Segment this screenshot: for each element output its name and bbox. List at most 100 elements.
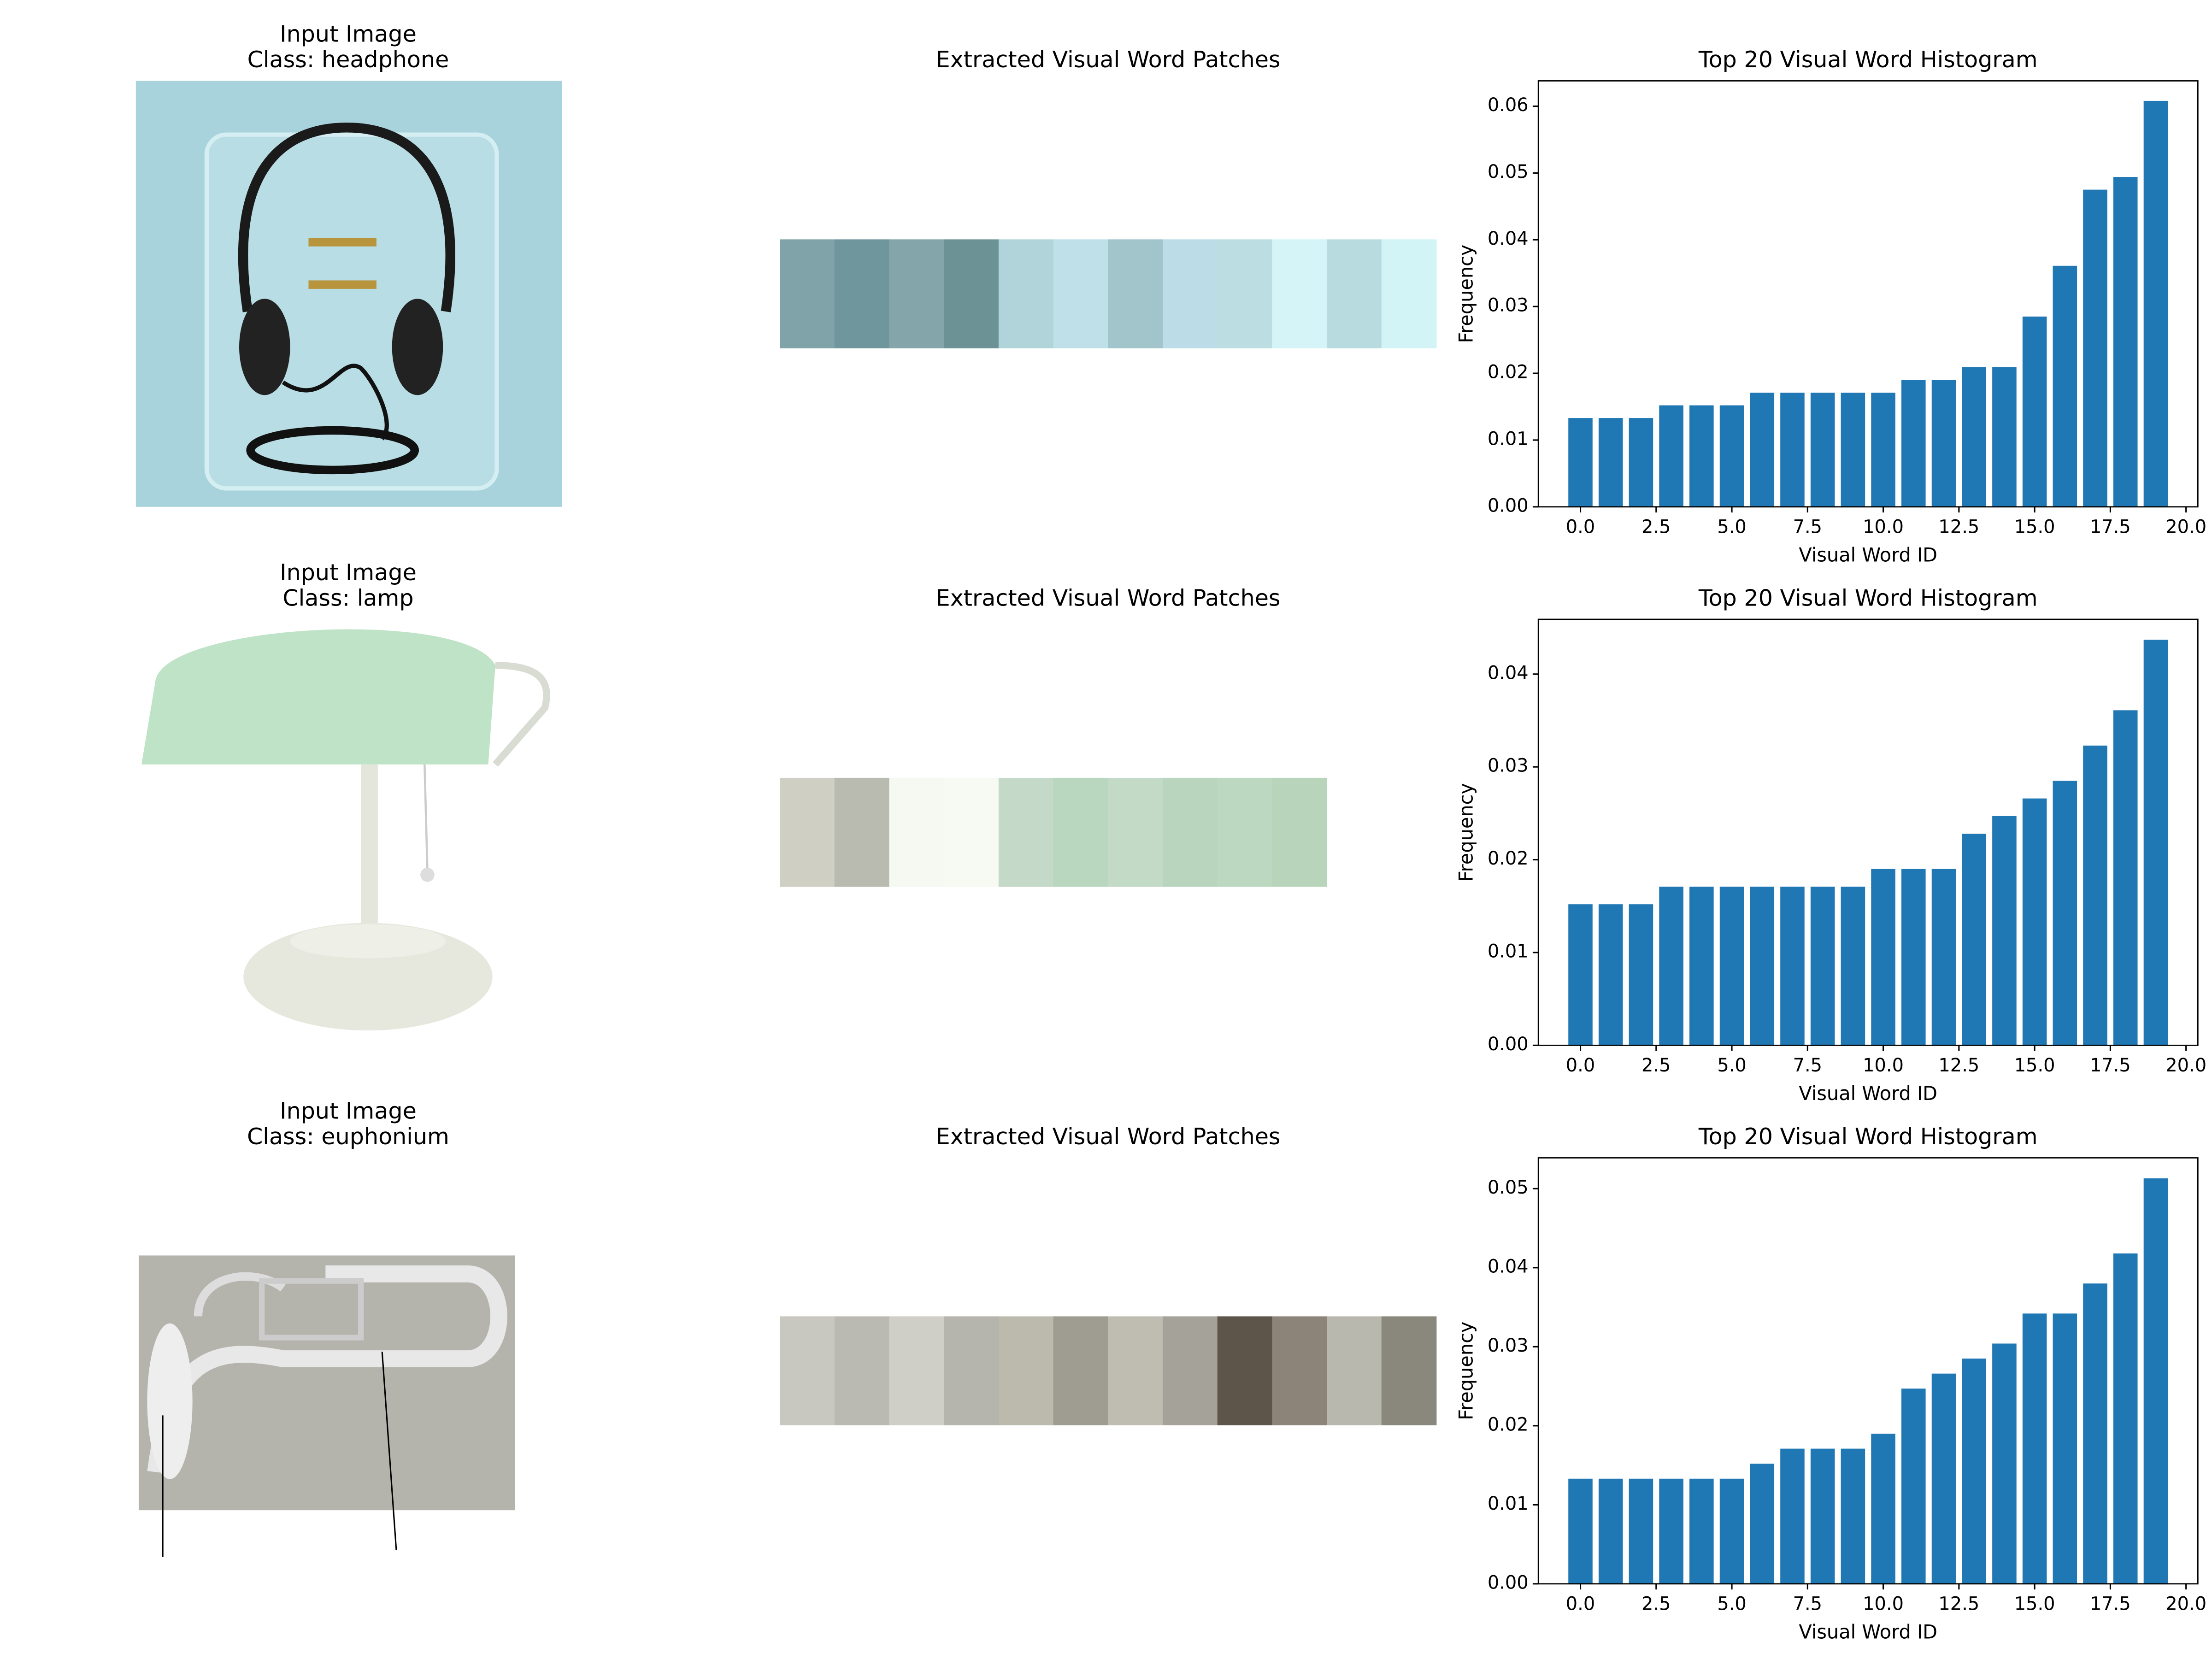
patch <box>1327 1316 1382 1425</box>
bar <box>1689 405 1714 507</box>
input-image <box>135 81 562 507</box>
image-title: Input Image <box>280 559 417 586</box>
bar <box>2053 781 2077 1046</box>
y-tick-label: 0.01 <box>1488 428 1529 449</box>
image-title: Input Image <box>280 1098 417 1124</box>
bar <box>1992 1343 2017 1584</box>
patch <box>1272 1316 1327 1425</box>
patch <box>1108 239 1163 348</box>
patch <box>834 239 890 348</box>
bar <box>2083 745 2107 1046</box>
bar <box>1719 886 1744 1046</box>
patches-title: Extracted Visual Word Patches <box>936 1123 1281 1150</box>
class-label: Class: euphonium <box>247 1123 449 1150</box>
y-axis-label: Frequency <box>1455 783 1477 882</box>
x-tick-label: 20.0 <box>2165 1055 2206 1076</box>
y-tick-label: 0.06 <box>1488 94 1529 116</box>
x-tick-label: 20.0 <box>2165 1593 2206 1614</box>
x-tick-label: 0.0 <box>1566 1055 1595 1076</box>
class-label: Class: lamp <box>282 584 413 611</box>
x-tick-label: 17.5 <box>2090 1593 2131 1614</box>
axes-frame <box>1537 1157 2199 1585</box>
patch <box>1162 239 1218 348</box>
bar <box>1629 1478 1653 1584</box>
y-tick-label: 0.03 <box>1488 755 1529 777</box>
patch <box>1217 1316 1273 1425</box>
x-tick-label: 5.0 <box>1717 1055 1746 1076</box>
bar <box>1901 380 1926 507</box>
y-tick-label: 0.00 <box>1488 1572 1529 1593</box>
bar <box>1871 393 1895 507</box>
patches-title: Extracted Visual Word Patches <box>936 46 1281 73</box>
patch <box>889 1316 945 1425</box>
bar <box>1931 869 1956 1046</box>
x-tick-label: 12.5 <box>1938 1055 1979 1076</box>
bar <box>1598 1478 1623 1584</box>
bar <box>2053 265 2077 507</box>
bar <box>2113 1253 2138 1584</box>
bar <box>1841 393 1865 507</box>
bar <box>2053 1313 2077 1584</box>
patch <box>1272 239 1327 348</box>
patch <box>944 239 999 348</box>
bar <box>1598 418 1623 507</box>
patch <box>1381 1316 1437 1425</box>
bar <box>1901 869 1926 1046</box>
bar <box>1568 1478 1593 1584</box>
y-tick-label: 0.02 <box>1488 362 1529 383</box>
bar <box>2113 177 2138 507</box>
x-tick-label: 7.5 <box>1793 1055 1822 1076</box>
x-tick-label: 2.5 <box>1641 1593 1671 1614</box>
x-tick-label: 5.0 <box>1717 516 1746 537</box>
x-tick-label: 15.0 <box>2014 1593 2055 1614</box>
patches-title: Extracted Visual Word Patches <box>936 584 1281 611</box>
y-tick-label: 0.05 <box>1488 161 1529 182</box>
patch <box>1217 239 1273 348</box>
patch <box>780 1316 835 1425</box>
patch <box>1217 777 1273 887</box>
patch <box>889 239 945 348</box>
patch <box>1327 239 1382 348</box>
y-tick-label: 0.01 <box>1488 941 1529 962</box>
x-tick-label: 17.5 <box>2090 1055 2131 1076</box>
bar <box>1719 1478 1744 1584</box>
patch <box>998 239 1054 348</box>
bar <box>2143 100 2168 507</box>
bar <box>2143 640 2168 1046</box>
patch <box>1162 777 1218 887</box>
bar <box>1659 1478 1683 1584</box>
chart-title: Top 20 Visual Word Histogram <box>1698 46 2038 73</box>
bar <box>1992 816 2017 1046</box>
y-tick-label: 0.04 <box>1488 662 1529 683</box>
x-tick-label: 15.0 <box>2014 516 2055 537</box>
patch <box>1053 777 1109 887</box>
y-tick-label: 0.03 <box>1488 1335 1529 1356</box>
x-tick-label: 0.0 <box>1566 516 1595 537</box>
y-tick-label: 0.00 <box>1488 1034 1529 1055</box>
patch <box>1272 777 1327 887</box>
bar <box>2022 1313 2047 1584</box>
patch <box>998 777 1054 887</box>
x-tick-label: 12.5 <box>1938 516 1979 537</box>
patch <box>780 239 835 348</box>
patch <box>1053 239 1109 348</box>
bar <box>1871 869 1895 1046</box>
bar <box>2022 798 2047 1046</box>
bar <box>1659 886 1683 1046</box>
bar <box>1931 380 1956 507</box>
x-tick-label: 2.5 <box>1641 516 1671 537</box>
bar <box>2083 189 2107 507</box>
patch <box>1108 1316 1163 1425</box>
bar <box>1689 886 1714 1046</box>
class-label: Class: headphone <box>247 46 449 73</box>
bar <box>1841 1448 1865 1584</box>
patch <box>1108 777 1163 887</box>
x-axis-label: Visual Word ID <box>1799 1621 1937 1643</box>
bar <box>1750 886 1775 1046</box>
bar <box>1568 904 1593 1046</box>
bar <box>2143 1178 2168 1584</box>
x-tick-label: 7.5 <box>1793 516 1822 537</box>
bar <box>2022 316 2047 507</box>
bar <box>1962 834 1986 1046</box>
patch <box>834 777 890 887</box>
